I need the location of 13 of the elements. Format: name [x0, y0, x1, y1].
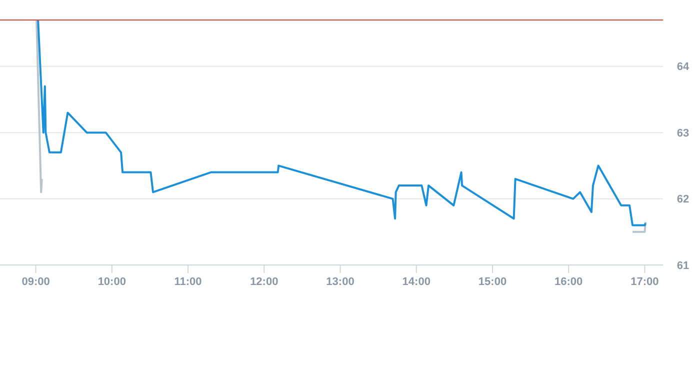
y-tick-label: 64 — [676, 61, 690, 74]
x-tick-label: 12:00 — [250, 276, 278, 288]
x-tick-label: 11:00 — [174, 276, 202, 288]
x-tick-label: 10:00 — [98, 276, 126, 288]
x-tick-label: 16:00 — [554, 276, 583, 288]
y-tick-label: 61 — [676, 260, 690, 272]
x-tick-label: 14:00 — [402, 276, 430, 288]
x-tick-label: 15:00 — [478, 276, 507, 288]
x-tick-label: 13:00 — [326, 276, 354, 288]
x-tick-label: 17:00 — [630, 276, 659, 288]
y-tick-label: 63 — [676, 127, 690, 140]
x-tick-label: 09:00 — [22, 276, 50, 288]
y-tick-label: 62 — [676, 194, 690, 206]
